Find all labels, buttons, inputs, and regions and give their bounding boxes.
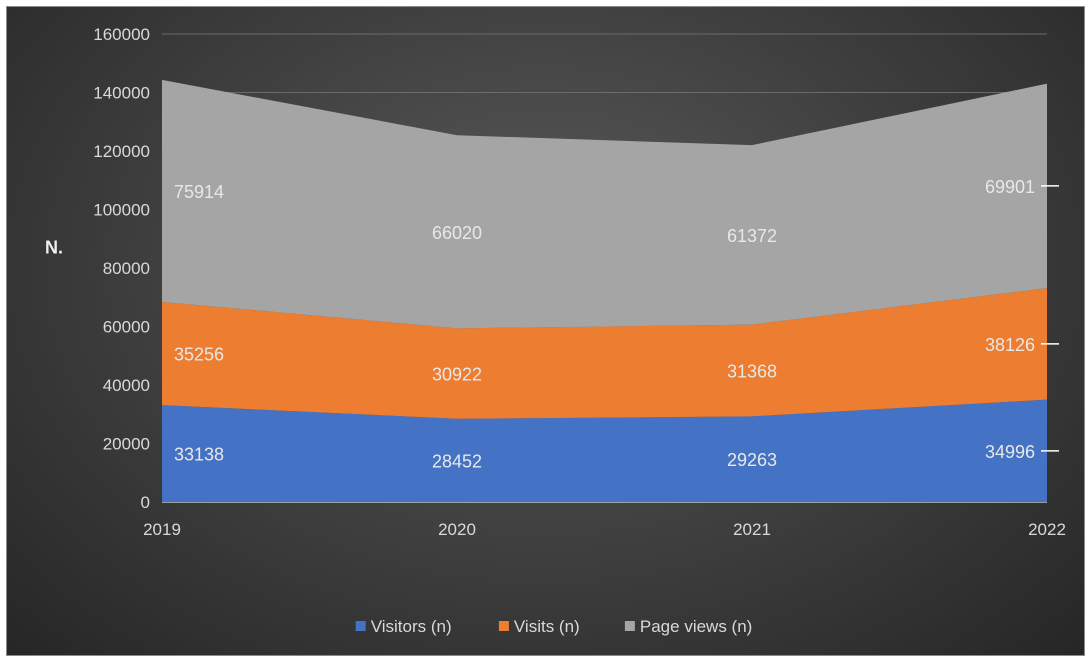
area-visits-n (162, 288, 1047, 419)
legend: Visitors (n) Visits (n) Page views (n) (355, 617, 752, 636)
y-axis-ticks: 0 20000 40000 60000 80000 100000 120000 140000 1… (93, 25, 150, 512)
data-label: 34996 (985, 442, 1035, 462)
data-label: 38126 (985, 335, 1035, 355)
data-labels: 33138 28452 29263 34996 35256 30922 31368 38126… (174, 177, 1059, 471)
area-visitors-n (162, 399, 1047, 502)
chart-frame: 0 20000 40000 60000 80000 100000 120000 140000 1… (6, 6, 1085, 656)
y-tick-label: 0 (141, 493, 150, 512)
y-tick-label: 140000 (93, 84, 150, 103)
x-tick-label: 2020 (438, 520, 476, 539)
legend-swatch (355, 621, 366, 631)
data-label: 75914 (174, 182, 224, 202)
legend-swatch (498, 621, 509, 631)
x-tick-label: 2019 (143, 520, 181, 539)
data-label: 33138 (174, 445, 224, 465)
y-tick-label: 160000 (93, 25, 150, 44)
data-label: 61372 (727, 226, 777, 246)
y-axis-title: N. (45, 237, 63, 257)
data-label: 29263 (727, 450, 777, 470)
legend-swatch (624, 621, 635, 631)
data-label: 66020 (432, 223, 482, 243)
data-label: 69901 (985, 177, 1035, 197)
area-page-views-n (162, 79, 1047, 329)
y-tick-label: 60000 (103, 318, 150, 337)
x-tick-label: 2022 (1028, 520, 1066, 539)
legend-label: Page views (n) (640, 617, 752, 636)
area-series (162, 79, 1047, 502)
data-label: 31368 (727, 362, 777, 382)
stacked-area-chart: 0 20000 40000 60000 80000 100000 120000 140000 1… (45, 25, 1066, 636)
data-label: 28452 (432, 451, 482, 471)
legend-label: Visits (n) (514, 617, 580, 636)
data-label: 30922 (432, 365, 482, 385)
legend-label: Visitors (n) (371, 617, 452, 636)
y-tick-label: 80000 (103, 259, 150, 278)
data-label: 35256 (174, 345, 224, 365)
y-tick-label: 120000 (93, 142, 150, 161)
x-tick-label: 2021 (733, 520, 771, 539)
y-tick-label: 20000 (103, 435, 150, 454)
x-axis-ticks: 2019 2020 2021 2022 (143, 520, 1066, 539)
y-tick-label: 40000 (103, 376, 150, 395)
y-tick-label: 100000 (93, 201, 150, 220)
